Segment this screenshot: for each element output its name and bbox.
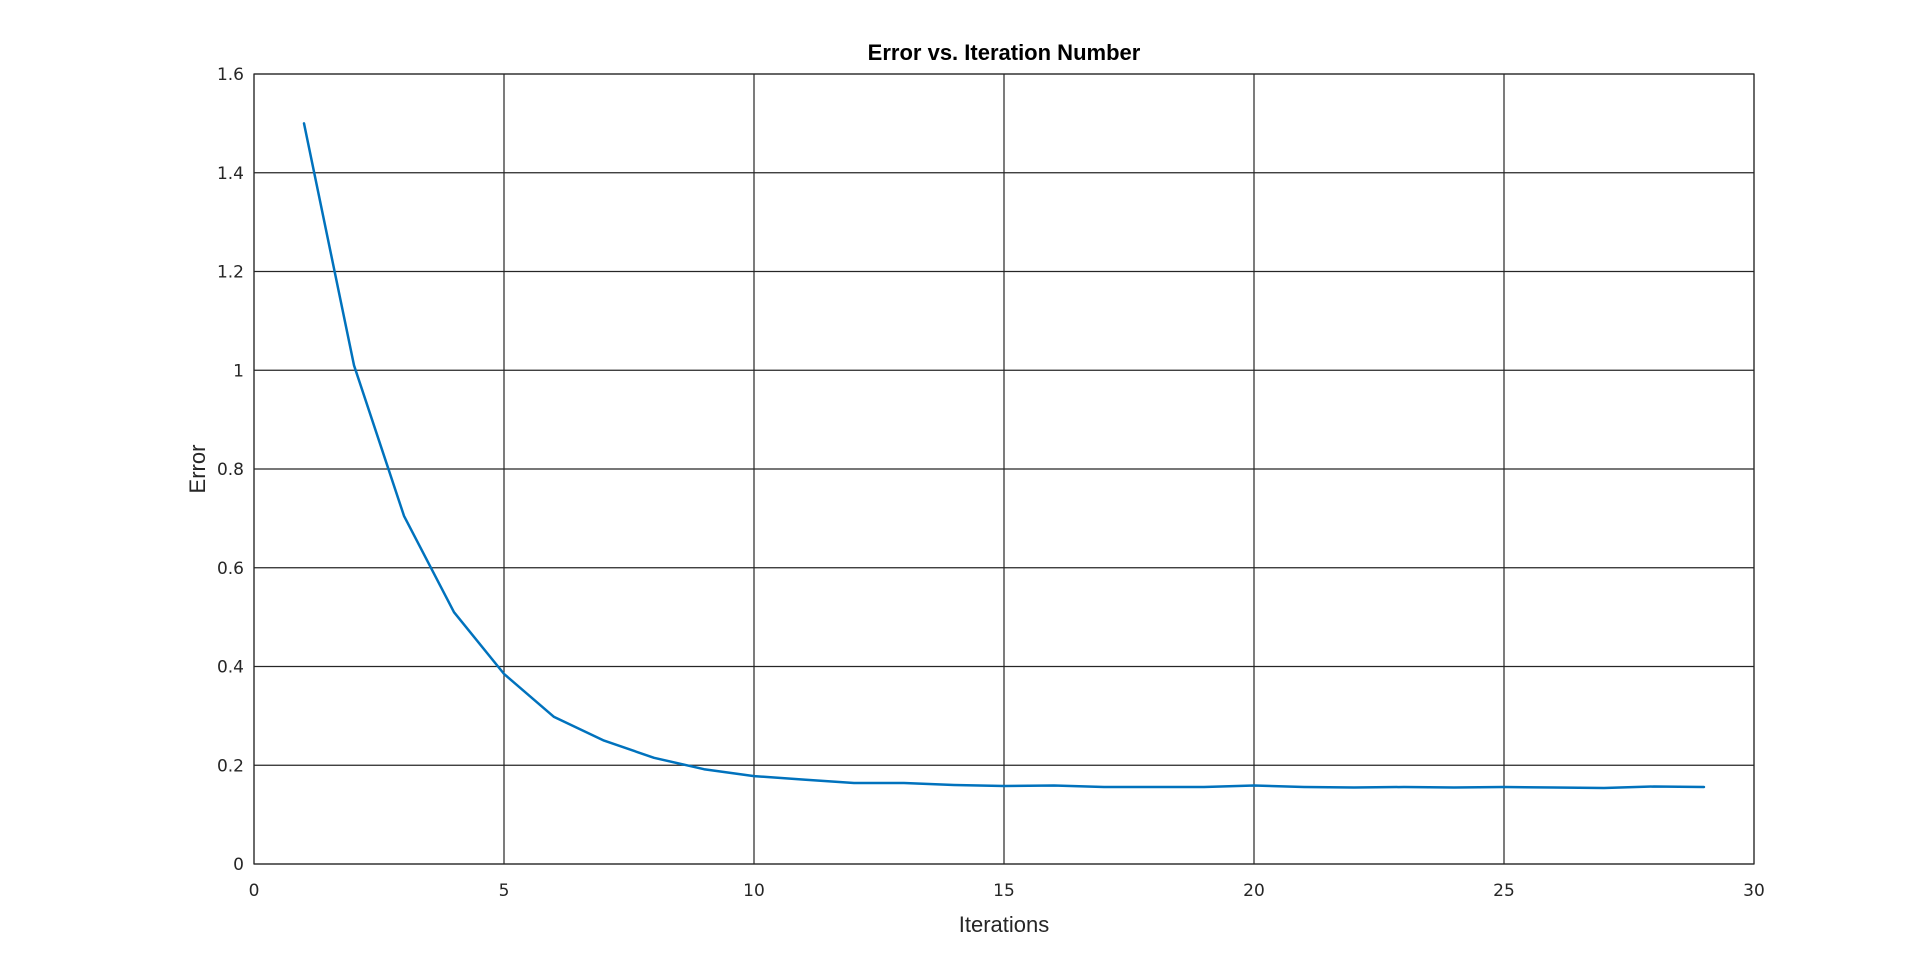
error-series-line: [302, 122, 1706, 790]
y-axis-label: Error: [185, 445, 210, 494]
x-tick-label: 15: [993, 881, 1015, 901]
x-axis-label: Iterations: [959, 912, 1050, 937]
x-tick-label: 25: [1493, 881, 1515, 901]
y-tick-label: 1.4: [217, 164, 244, 184]
series-group: [302, 122, 1706, 790]
x-tick-label: 0: [249, 881, 260, 901]
y-tick-label: 0.4: [217, 658, 244, 678]
y-tick-label: 1.2: [217, 263, 244, 283]
plot-area-border: [253, 73, 1755, 865]
y-tick-label: 0.8: [217, 460, 244, 480]
x-axis-ticks: 0 5 10 15 20 25 30: [249, 881, 1765, 901]
y-tick-label: 1: [233, 361, 244, 381]
grid: [253, 73, 1755, 865]
x-tick-label: 30: [1743, 881, 1765, 901]
y-tick-label: 1.6: [217, 65, 244, 85]
y-axis-ticks: 0 0.2 0.4 0.6 0.8 1 1.2 1.4 1.6: [217, 65, 244, 875]
y-tick-label: 0.2: [217, 756, 244, 776]
y-tick-label: 0: [233, 855, 244, 875]
y-tick-label: 0.6: [217, 559, 244, 579]
x-tick-label: 10: [743, 881, 765, 901]
chart-title: Error vs. Iteration Number: [868, 40, 1141, 65]
x-tick-label: 20: [1243, 881, 1265, 901]
x-tick-label: 5: [499, 881, 510, 901]
